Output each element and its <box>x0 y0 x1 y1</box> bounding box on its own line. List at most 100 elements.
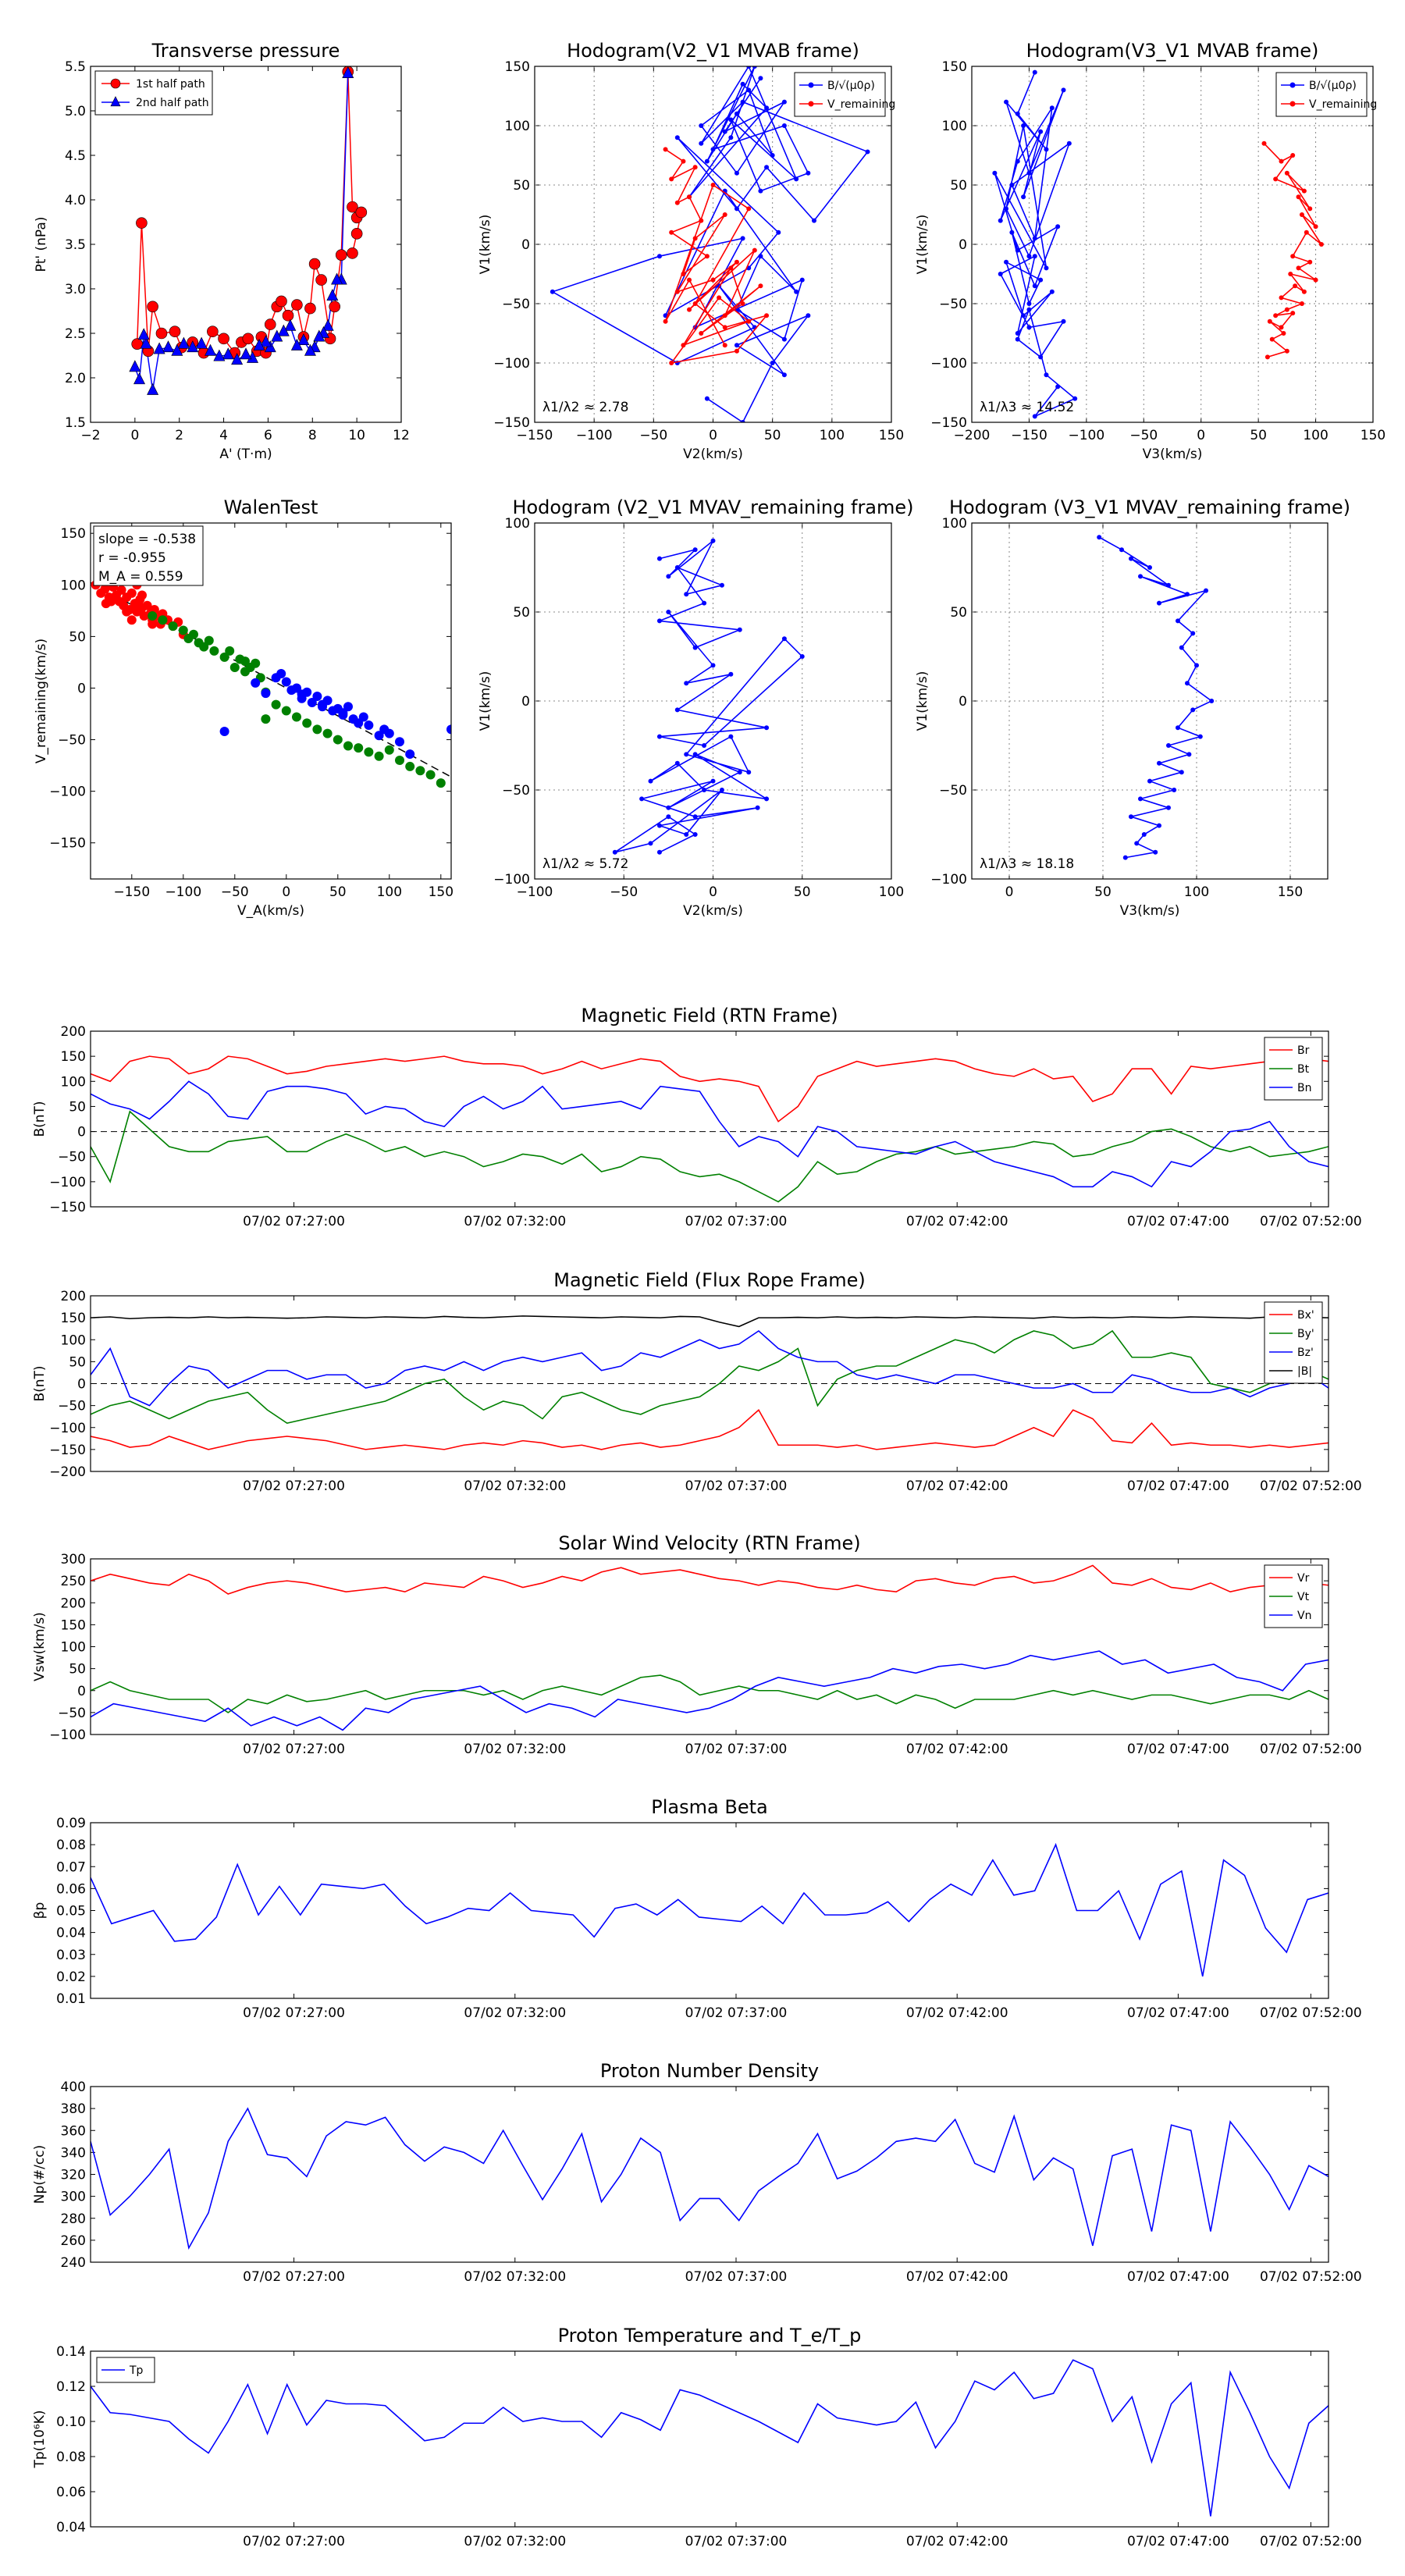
data-point <box>1021 123 1026 128</box>
legend-label: Br <box>1297 1044 1310 1057</box>
data-point <box>1281 331 1286 336</box>
data-point <box>1004 99 1009 105</box>
hodogram-v3-v1-mvav-panel: Hodogram (V3_V1 MVAV_remaining frame) 0 50… <box>915 496 1350 919</box>
data-point <box>998 218 1003 223</box>
y-tick-label: 5.5 <box>65 59 86 75</box>
hodogram-v2-v1-mvab-panel: Hodogram(V2_V1 MVAB frame) −150 −100 −50 0 50… <box>478 40 904 462</box>
y-tick-label: 360 <box>61 2123 86 2139</box>
y-tick-label: −150 <box>930 415 967 431</box>
x-tick-label: 10 <box>348 428 365 443</box>
data-point <box>307 697 317 707</box>
data-point <box>126 588 137 598</box>
data-point <box>354 718 364 728</box>
y-tick-label: 280 <box>61 2211 86 2227</box>
legend-label: Bz' <box>1297 1347 1314 1359</box>
x-tick-label: −50 <box>639 428 667 443</box>
data-point <box>692 547 698 553</box>
y-tick-label: −100 <box>493 872 530 888</box>
x-tick-label: 07/02 07:52:00 <box>1260 2534 1362 2549</box>
series-line <box>550 66 869 422</box>
data-point <box>692 236 698 241</box>
x-tick-label: 07/02 07:27:00 <box>243 1214 345 1229</box>
y-tick-label: 0.14 <box>56 2344 86 2360</box>
plot-frame <box>534 522 892 880</box>
y-tick-label: 4.5 <box>65 148 86 164</box>
transverse-pressure-panel: Transverse pressure −2 0 2 4 6 8 10 12 1.5 2.0 2.5 3… <box>34 40 410 462</box>
y-tick-label: 50 <box>513 178 530 194</box>
chart-title: Plasma Beta <box>651 1796 767 1818</box>
legend <box>1275 72 1368 117</box>
data-point <box>781 372 787 378</box>
data-point <box>1304 229 1309 235</box>
y-tick-label: −150 <box>49 836 86 852</box>
data-point <box>734 343 739 348</box>
y-tick-label: 50 <box>950 178 967 194</box>
data-point-2nd-half <box>187 340 199 353</box>
x-axis-label: V_A(km/s) <box>237 903 304 919</box>
data-point <box>446 724 451 735</box>
data-point <box>1269 336 1275 342</box>
walen-test-panel: WalenTest −150 −100 −50 0 50 100 150 −150 −100 −50… <box>34 496 454 919</box>
y-axis-label: Pt' (nPa) <box>34 217 49 272</box>
data-point <box>338 708 348 718</box>
x-axis-label: V2(km/s) <box>683 447 743 462</box>
y-tick-label: −100 <box>49 785 86 800</box>
data-point <box>702 788 707 792</box>
data-point <box>1290 153 1296 158</box>
data-point <box>1055 384 1061 390</box>
legend-label: B/√(μ0ρ) <box>827 80 875 92</box>
data-point <box>425 770 436 780</box>
x-tick-label: 100 <box>377 884 402 900</box>
data-point <box>1284 170 1289 176</box>
data-point <box>1166 582 1171 588</box>
data-point <box>209 646 219 656</box>
legend-label: V_remaining <box>827 98 895 111</box>
x-tick-label: 07/02 07:27:00 <box>243 2005 345 2021</box>
legend-label: 2nd half path <box>136 97 209 109</box>
data-point <box>1026 307 1032 312</box>
data-point <box>199 642 209 652</box>
data-point <box>1284 348 1289 354</box>
chart-title: Proton Temperature and T_e/T_p <box>558 2325 862 2347</box>
data-point <box>737 627 742 632</box>
data-point <box>684 592 689 597</box>
data-point <box>719 788 724 792</box>
data-point <box>704 396 710 401</box>
data-point-1st-half <box>350 228 363 240</box>
data-point-2nd-half <box>133 372 146 385</box>
data-point <box>728 117 734 123</box>
x-tick-label: 07/02 07:27:00 <box>243 2534 345 2549</box>
chart-title: Proton Number Density <box>600 2060 819 2082</box>
hodogram-v3-v1-mvab-panel: Hodogram(V3_V1 MVAB frame)−200 −150 −100 −5… <box>915 40 1385 462</box>
y-tick-label: 100 <box>61 578 86 593</box>
legend <box>794 72 886 117</box>
data-point <box>734 170 739 176</box>
data-point <box>374 731 384 741</box>
data-point-1st-half <box>282 309 294 322</box>
y-tick-label: 200 <box>61 1289 86 1304</box>
series-line <box>91 1329 1329 1424</box>
data-point <box>1166 743 1171 748</box>
data-point <box>1147 565 1152 570</box>
data-point <box>312 692 322 702</box>
data-point-1st-half <box>315 274 327 286</box>
x-tick-label: 2 <box>175 428 183 443</box>
y-tick-label: 150 <box>61 1617 86 1633</box>
data-point <box>148 610 158 621</box>
data-point <box>719 582 724 588</box>
y-tick-label: 240 <box>61 2255 86 2271</box>
legend-label: |B| <box>1297 1365 1312 1378</box>
data-point <box>1134 841 1140 846</box>
data-point <box>1307 206 1313 212</box>
data-point <box>781 336 787 342</box>
data-point <box>734 111 739 116</box>
data-point <box>704 254 710 259</box>
y-tick-label: 100 <box>61 1074 86 1090</box>
data-point <box>1194 663 1199 668</box>
data-point <box>1157 600 1161 606</box>
series-line <box>91 1842 1329 1977</box>
data-point <box>781 99 787 105</box>
data-point <box>1055 224 1061 229</box>
x-tick-label: 0 <box>1197 428 1205 443</box>
x-tick-label: 50 <box>1250 428 1267 443</box>
